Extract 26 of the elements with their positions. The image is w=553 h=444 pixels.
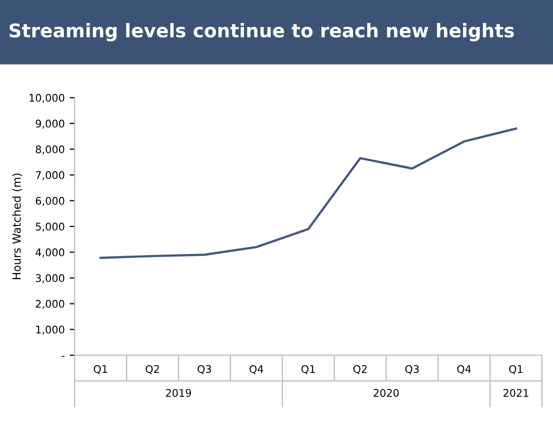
y-tick-label: 3,000: [36, 274, 64, 284]
x-tick-label: Q4: [457, 365, 471, 374]
y-tick-label: 8,000: [36, 145, 64, 154]
x-tick-label: Q1: [509, 365, 522, 374]
y-tick-label: 6,000: [36, 196, 64, 206]
x-tick-label: Q2: [146, 365, 159, 374]
x-tick-label: Q3: [405, 365, 419, 374]
y-tick-label: 1,000: [36, 326, 64, 335]
y-axis-title: Hours Watched (m): [12, 174, 22, 280]
y-tick-label: 9,000: [36, 120, 64, 129]
x-tick-label: Q1: [94, 365, 108, 374]
chart-title: Streaming levels continue to reach new heights: [10, 23, 514, 42]
x-tick-label: Q4: [250, 365, 264, 374]
text: 2020: [374, 388, 399, 397]
y-tick-label: -: [62, 356, 64, 357]
y-tick-label: 2,000: [36, 300, 64, 309]
y-tick-label: 10,000: [30, 94, 64, 103]
y-tick-label: 4,000: [36, 248, 64, 258]
text: 2019: [166, 388, 192, 397]
line-series: [100, 127, 518, 259]
x-tick-label: Q3: [198, 365, 212, 374]
y-tick-label: 7,000: [36, 171, 64, 180]
x-tick-label: Q2: [353, 365, 367, 374]
text: 2021: [503, 388, 528, 397]
x-tick-label: Q1: [301, 365, 315, 374]
y-tick-label: 5,000: [36, 222, 64, 232]
